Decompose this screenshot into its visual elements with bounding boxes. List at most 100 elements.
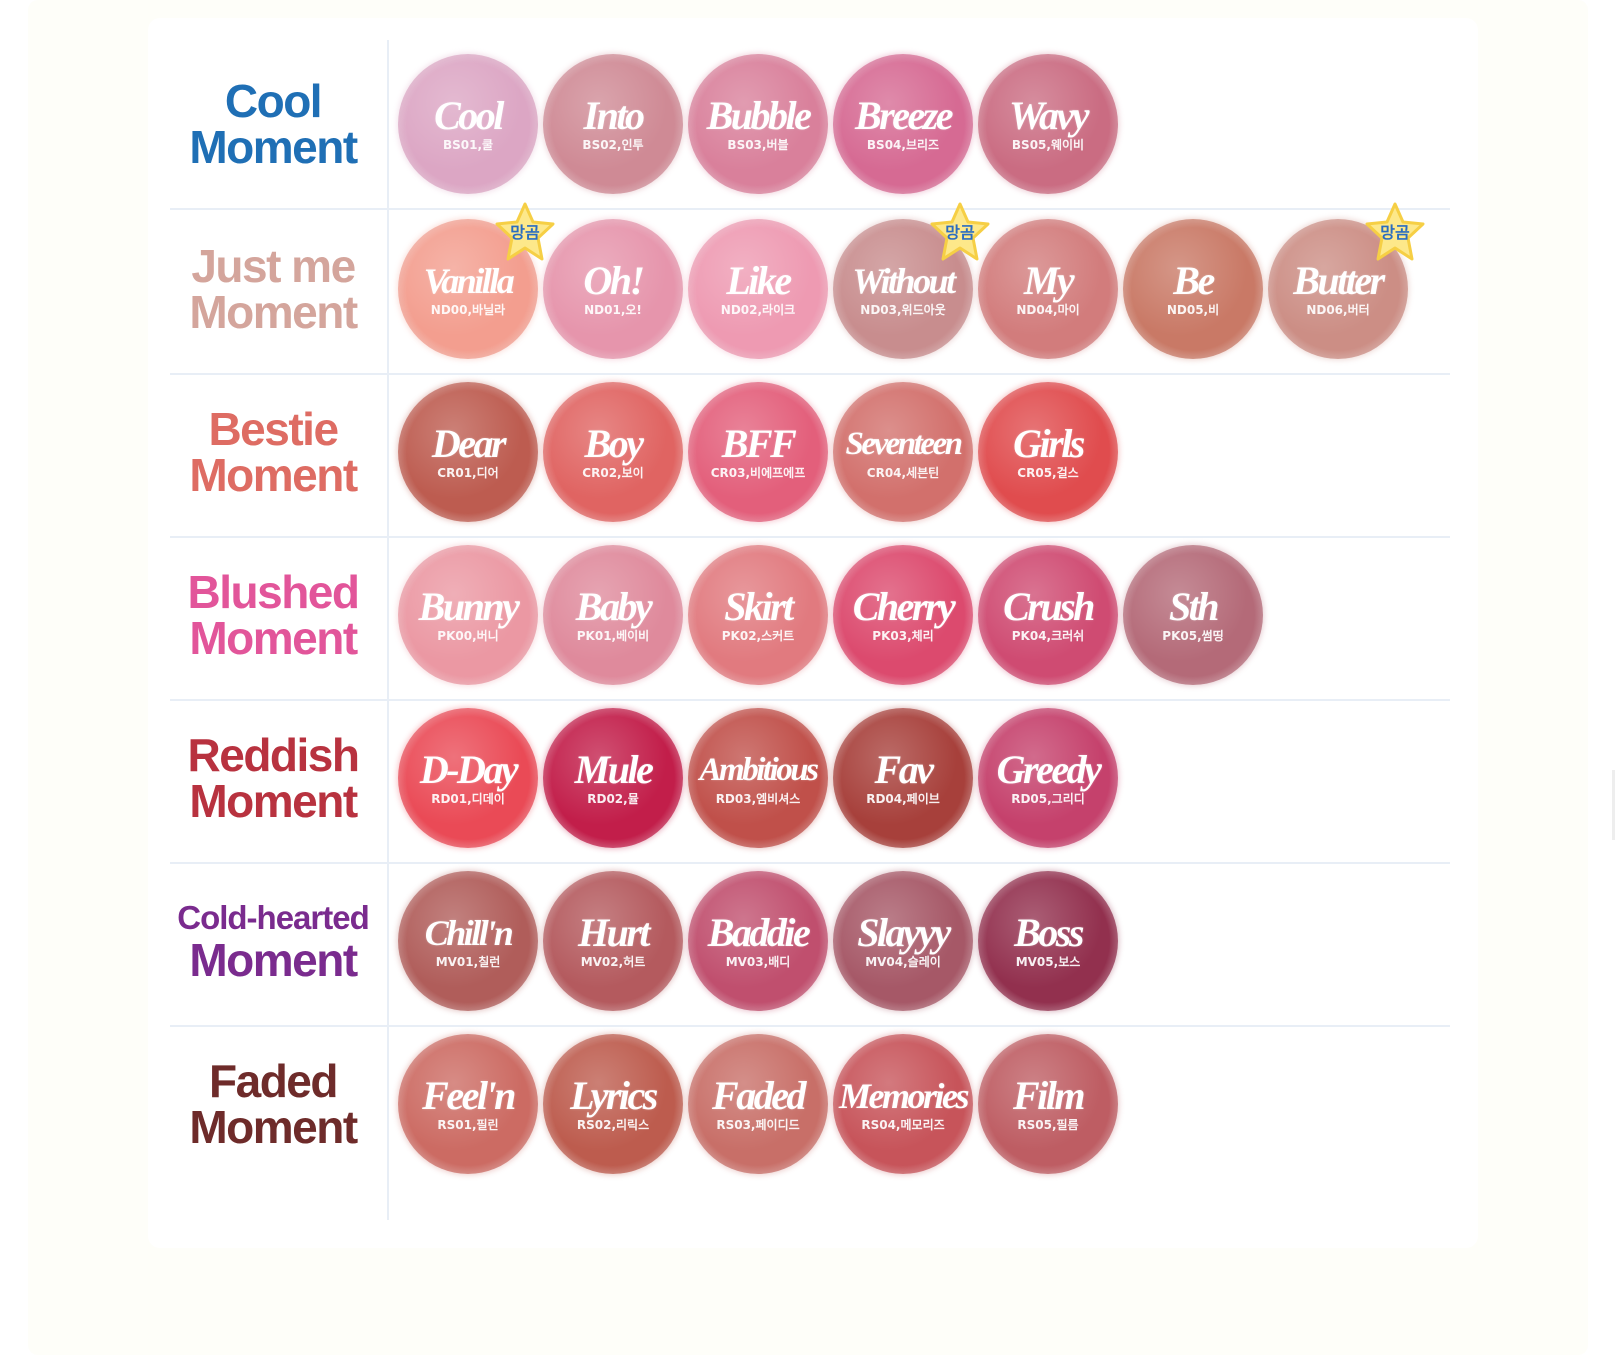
swatch-code: RS05,필름: [1017, 1118, 1079, 1132]
color-swatch[interactable]: Ambitious RD03,엠비셔스: [688, 708, 828, 848]
color-swatch[interactable]: Lyrics RS02,리릭스: [543, 1034, 683, 1174]
swatch-name: Bunny: [418, 584, 520, 629]
swatch-code: CR01,디어: [437, 466, 499, 480]
swatch-code: BS02,인투: [582, 138, 644, 152]
swatch-name: Like: [726, 258, 792, 303]
row-divider: [170, 862, 1450, 864]
color-swatch[interactable]: Memories RS04,메모리즈: [833, 1034, 973, 1174]
color-swatch[interactable]: Bunny PK00,버니: [398, 545, 538, 685]
swatch-code: RS04,메모리즈: [861, 1118, 945, 1132]
color-swatch[interactable]: Baby PK01,베이비: [543, 545, 683, 685]
color-swatch[interactable]: My ND04,마이: [978, 219, 1118, 359]
row-title-line2: Moment: [189, 934, 358, 986]
swatch-name: Seventeen: [845, 426, 963, 462]
color-swatch[interactable]: Seventeen CR04,세븐틴: [833, 382, 973, 522]
color-swatch[interactable]: Cool BS01,쿨: [398, 54, 538, 194]
color-swatch[interactable]: Sth PK05,썸띵: [1123, 545, 1263, 685]
scroll-edge: [1612, 770, 1615, 840]
color-swatch[interactable]: Oh! ND01,오!: [543, 219, 683, 359]
row-title-line2: Moment: [189, 121, 358, 173]
star-badge-icon: 망곰: [494, 201, 556, 263]
color-swatch[interactable]: BFF CR03,비에프에프: [688, 382, 828, 522]
swatch-code: CR04,세븐틴: [866, 466, 940, 480]
badge-label: 망곰: [1380, 223, 1410, 242]
color-swatch[interactable]: Dear CR01,디어: [398, 382, 538, 522]
color-swatch[interactable]: Boss MV05,보스: [978, 871, 1118, 1011]
swatch-name: Chill'n: [424, 913, 514, 953]
color-swatch[interactable]: Bubble BS03,버블: [688, 54, 828, 194]
star-badge-icon: 망곰: [929, 201, 991, 263]
swatch-code: MV05,보스: [1015, 955, 1081, 969]
color-swatch[interactable]: Fav RD04,페이브: [833, 708, 973, 848]
shade-row: Blushed Moment Bunny PK00,버니 Baby PK01,베이비 Ski…: [170, 531, 1450, 699]
color-swatch[interactable]: Wavy BS05,웨이비: [978, 54, 1118, 194]
swatch-code: ND01,오!: [584, 303, 642, 317]
color-swatch[interactable]: Mule RD02,뮬: [543, 708, 683, 848]
row-title-line1: Just me: [191, 240, 356, 292]
swatch-name: Hurt: [577, 910, 651, 955]
row-title-line1: Reddish: [187, 729, 360, 781]
swatch-name: Girls: [1013, 421, 1085, 466]
star-badge-icon: 망곰: [1364, 201, 1426, 263]
color-swatch[interactable]: Chill'n MV01,칠런: [398, 871, 538, 1011]
color-swatch[interactable]: Cherry PK03,체리: [833, 545, 973, 685]
row-title: Cold-hearted Moment: [170, 857, 376, 1025]
shade-row: Cool Moment Cool BS01,쿨 Into BS02,인투 Bubble BS0…: [170, 40, 1450, 208]
color-swatch[interactable]: Boy CR02,보이: [543, 382, 683, 522]
color-swatch[interactable]: Baddie MV03,배디: [688, 871, 828, 1011]
color-swatch[interactable]: Faded RS03,페이디드: [688, 1034, 828, 1174]
row-title: Blushed Moment: [170, 531, 376, 699]
color-swatch[interactable]: Like ND02,라이크: [688, 219, 828, 359]
swatch-name: Boss: [1014, 910, 1084, 955]
swatch-name: Cool: [434, 93, 504, 138]
shade-row: Just me Moment Vanilla ND00,바닐라 망곰 Oh! ND01,오!…: [170, 202, 1450, 373]
color-swatch[interactable]: Greedy RD05,그리디: [978, 708, 1118, 848]
color-swatch[interactable]: Skirt PK02,스커트: [688, 545, 828, 685]
color-swatch[interactable]: Slayyy MV04,슬레이: [833, 871, 973, 1011]
swatch-name: Crush: [1003, 584, 1095, 629]
swatch-code: ND06,버터: [1306, 303, 1370, 317]
badge-label: 망곰: [510, 223, 540, 242]
swatch-code: MV04,슬레이: [865, 955, 941, 969]
color-swatch[interactable]: Into BS02,인투: [543, 54, 683, 194]
swatch-name: Boy: [584, 421, 644, 466]
row-title: Bestie Moment: [170, 368, 376, 536]
swatch-name: Without: [852, 261, 956, 301]
color-swatch[interactable]: Be ND05,비: [1123, 219, 1263, 359]
swatch-code: PK00,버니: [437, 629, 499, 643]
swatch-name: Slayyy: [857, 910, 951, 955]
color-swatch[interactable]: D-Day RD01,디데이: [398, 708, 538, 848]
swatch-code: RD04,페이브: [866, 792, 940, 806]
swatch-code: ND05,비: [1166, 303, 1220, 317]
shade-row: Reddish Moment D-Day RD01,디데이 Mule RD02,뮬 Ambi…: [170, 694, 1450, 862]
shade-row: Cold-hearted Moment Chill'n MV01,칠런 Hurt MV02…: [170, 857, 1450, 1025]
swatch-name: Baby: [575, 584, 653, 629]
color-swatch[interactable]: Feel'n RS01,필린: [398, 1034, 538, 1174]
row-title: Cool Moment: [170, 40, 376, 208]
swatch-name: Baddie: [707, 910, 811, 955]
color-swatch[interactable]: Hurt MV02,허트: [543, 871, 683, 1011]
swatch-name: Memories: [839, 1076, 970, 1116]
swatch-name: Fav: [874, 747, 934, 792]
swatch-code: CR05,걸스: [1017, 466, 1079, 480]
swatch-name: Sth: [1168, 584, 1220, 629]
swatch-code: MV03,배디: [725, 955, 791, 969]
swatch-name: Be: [1173, 258, 1215, 303]
color-swatch[interactable]: Film RS05,필름: [978, 1034, 1118, 1174]
swatch-code: RS01,필린: [437, 1118, 499, 1132]
swatch-code: RS02,리릭스: [576, 1118, 650, 1132]
swatch-code: BS01,쿨: [442, 138, 494, 152]
swatch-name: Greedy: [996, 747, 1102, 792]
color-swatch[interactable]: Crush PK04,크러쉬: [978, 545, 1118, 685]
swatch-name: Ambitious: [699, 752, 819, 788]
shade-row: Bestie Moment Dear CR01,디어 Boy CR02,보이 BFF CR03…: [170, 368, 1450, 536]
swatch-name: Oh!: [583, 258, 645, 303]
color-swatch[interactable]: Breeze BS04,브리즈: [833, 54, 973, 194]
swatch-name: D-Day: [419, 747, 519, 792]
swatch-name: BFF: [721, 421, 797, 466]
swatch-name: Breeze: [854, 93, 954, 138]
swatch-code: ND03,위드아웃: [860, 303, 946, 317]
color-swatch[interactable]: Girls CR05,걸스: [978, 382, 1118, 522]
row-title-line2: Moment: [189, 775, 358, 827]
column-divider: [387, 40, 389, 1220]
